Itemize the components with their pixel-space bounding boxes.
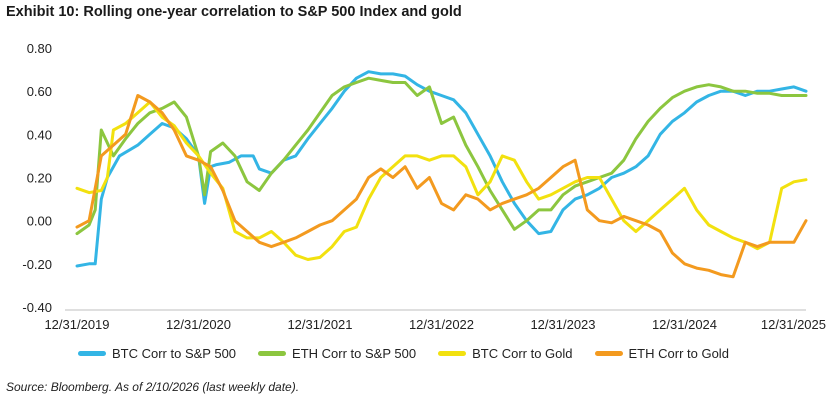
- legend-swatch-eth-sp500: [258, 351, 287, 356]
- legend-label-eth-sp500: ETH Corr to S&P 500: [292, 346, 417, 361]
- legend-item-eth-gold: ETH Corr to Gold: [594, 346, 729, 361]
- x-tick-label: 12/31/2025: [761, 317, 826, 332]
- y-tick-label: -0.40: [22, 300, 52, 315]
- legend-item-btc-sp500: BTC Corr to S&P 500: [78, 346, 236, 361]
- y-tick-label: 0.80: [27, 41, 52, 56]
- source-note: Source: Bloomberg. As of 2/10/2026 (last…: [6, 380, 300, 394]
- series-line-1: [75, 76, 808, 236]
- series-line-0: [75, 70, 808, 268]
- legend: BTC Corr to S&P 500 ETH Corr to S&P 500 …: [78, 346, 751, 361]
- legend-item-btc-gold: BTC Corr to Gold: [438, 346, 573, 361]
- series-line-3: [75, 94, 808, 279]
- x-tick-label: 12/31/2023: [530, 317, 595, 332]
- legend-swatch-btc-sp500: [78, 351, 106, 356]
- legend-label-eth-gold: ETH Corr to Gold: [628, 346, 729, 361]
- x-tick-label: 12/31/2024: [652, 317, 717, 332]
- legend-label-btc-sp500: BTC Corr to S&P 500: [112, 346, 237, 361]
- legend-swatch-eth-gold: [594, 351, 623, 356]
- x-tick-label: 12/31/2021: [287, 317, 352, 332]
- legend-label-btc-gold: BTC Corr to Gold: [472, 346, 573, 361]
- y-tick-label: 0.20: [27, 171, 52, 186]
- y-tick-label: 0.40: [27, 127, 52, 142]
- legend-item-eth-sp500: ETH Corr to S&P 500: [258, 346, 416, 361]
- chart-title: Exhibit 10: Rolling one-year correlation…: [6, 4, 462, 20]
- x-tick-label: 12/31/2022: [409, 317, 474, 332]
- y-tick-label: 0.60: [27, 84, 52, 99]
- y-tick-label: 0.00: [27, 214, 52, 229]
- series-line-2: [75, 100, 808, 261]
- y-tick-label: -0.20: [22, 257, 52, 272]
- legend-swatch-btc-gold: [438, 351, 467, 356]
- x-tick-label: 12/31/2019: [44, 317, 109, 332]
- x-tick-label: 12/31/2020: [166, 317, 231, 332]
